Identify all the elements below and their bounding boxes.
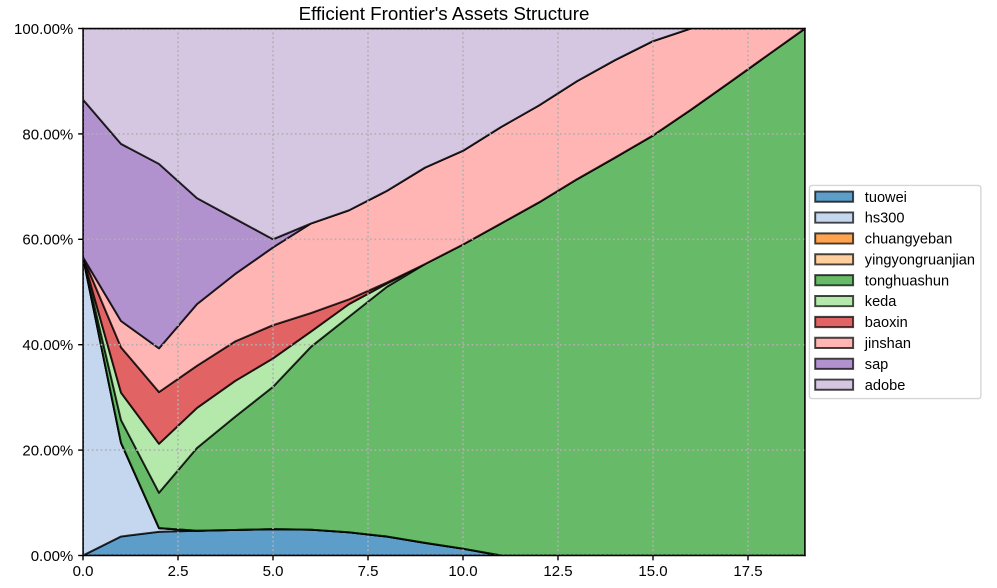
svg-text:60.00%: 60.00% [22, 232, 73, 249]
svg-text:keda: keda [865, 294, 898, 310]
svg-text:20.00%: 20.00% [22, 443, 73, 460]
svg-text:hs300: hs300 [865, 211, 905, 227]
svg-text:17.5: 17.5 [733, 563, 762, 580]
svg-text:adobe: adobe [865, 378, 906, 394]
svg-text:yingyongruanjian: yingyongruanjian [865, 252, 975, 268]
svg-text:jinshan: jinshan [864, 336, 911, 352]
svg-text:80.00%: 80.00% [22, 126, 73, 143]
svg-text:sap: sap [865, 357, 889, 373]
svg-text:tonghuashun: tonghuashun [865, 273, 949, 289]
svg-text:12.5: 12.5 [543, 563, 572, 580]
svg-text:0.0: 0.0 [73, 563, 94, 580]
svg-text:tuowei: tuowei [865, 190, 907, 206]
svg-text:15.0: 15.0 [638, 563, 667, 580]
svg-text:Efficient Frontier's Assets St: Efficient Frontier's Assets Structure [299, 3, 590, 24]
svg-text:0.00%: 0.00% [31, 548, 74, 565]
svg-text:40.00%: 40.00% [22, 337, 73, 354]
svg-text:chuangyeban: chuangyeban [865, 232, 953, 248]
svg-text:baoxin: baoxin [865, 315, 908, 331]
svg-text:7.5: 7.5 [358, 563, 379, 580]
svg-text:10.0: 10.0 [448, 563, 477, 580]
svg-text:2.5: 2.5 [168, 563, 189, 580]
svg-text:100.00%: 100.00% [14, 21, 73, 38]
svg-text:5.0: 5.0 [263, 563, 284, 580]
